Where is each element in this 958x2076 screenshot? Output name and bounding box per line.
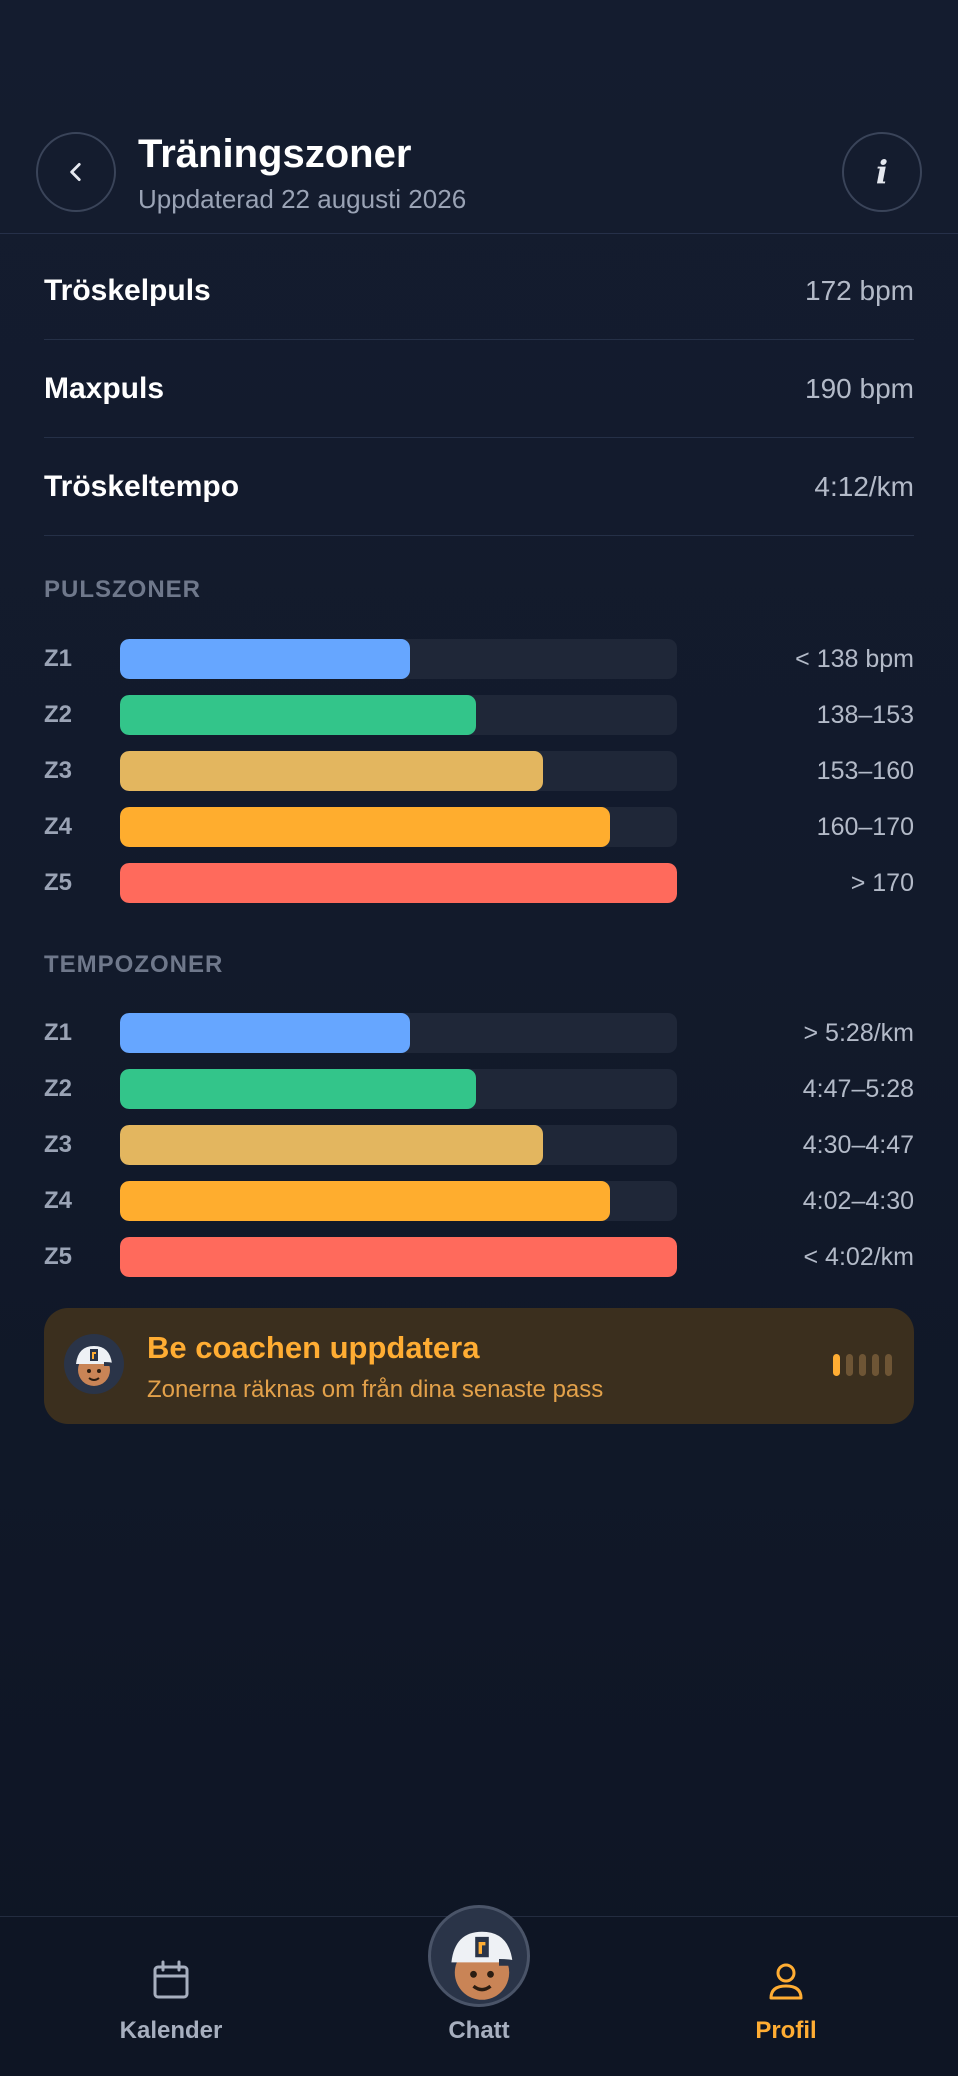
tempo-zones-list: Z1 > 5:28/km Z2 4:47–5:28 Z3 4:30–4:47 Z…	[44, 1005, 914, 1285]
loading-bars-icon	[833, 1354, 892, 1376]
stat-row-max-hr: Maxpuls 190 bpm	[44, 340, 914, 438]
zone-bar-track	[120, 807, 677, 847]
page-title: Träningszoner	[138, 132, 412, 176]
zone-bar-track	[120, 695, 677, 735]
nav-item-calendar[interactable]: Kalender	[71, 1917, 271, 2076]
stat-row-threshold-hr: Tröskelpuls 172 bpm	[44, 242, 914, 340]
chevron-left-icon	[70, 163, 81, 181]
zone-bar-fill	[120, 751, 544, 791]
nav-label-calendar: Kalender	[119, 2017, 223, 2044]
tempo-zone-row: Z5 < 4:02/km	[44, 1229, 914, 1285]
stat-value: 172 bpm	[805, 274, 914, 306]
calendar-icon	[153, 1960, 189, 1999]
coach-avatar-icon	[451, 1931, 523, 2000]
zone-bar-fill	[120, 1013, 410, 1053]
info-button[interactable]: i	[842, 132, 922, 212]
person-icon	[769, 1963, 803, 2000]
zone-label: Z4	[44, 813, 73, 840]
zone-value: > 170	[850, 868, 914, 897]
stat-value: 190 bpm	[805, 372, 914, 404]
tempo-zone-row: Z1 > 5:28/km	[44, 1005, 914, 1061]
nav-item-profile[interactable]: Profil	[686, 1917, 886, 2076]
zone-value: 138–153	[816, 700, 914, 729]
threshold-stats: Tröskelpuls 172 bpm Maxpuls 190 bpm Trös…	[44, 242, 914, 536]
zone-value: 160–170	[816, 812, 914, 841]
pulse-zones-title: PULSZONER	[44, 576, 202, 603]
zone-bar-track	[120, 863, 677, 903]
zone-label: Z2	[44, 1075, 73, 1102]
nav-item-chat[interactable]	[428, 1905, 530, 2007]
pulse-zone-row: Z3 153–160	[44, 743, 914, 799]
zone-label: Z4	[44, 1187, 73, 1214]
zone-bar-track	[120, 639, 677, 679]
pulse-zone-row: Z5 > 170	[44, 855, 914, 911]
zone-label: Z1	[44, 1019, 73, 1046]
zone-bar-fill	[120, 639, 410, 679]
pulse-zone-row: Z2 138–153	[44, 687, 914, 743]
zone-value: 4:47–5:28	[802, 1074, 914, 1103]
pulse-zone-row: Z4 160–170	[44, 799, 914, 855]
tempo-zone-row: Z3 4:30–4:47	[44, 1117, 914, 1173]
zone-bar-fill	[120, 1125, 544, 1165]
zone-bar-fill	[120, 695, 477, 735]
stat-label: Maxpuls	[44, 371, 165, 405]
zone-bar-fill	[120, 863, 677, 903]
zone-value: > 5:28/km	[803, 1018, 914, 1047]
zone-bar-fill	[120, 807, 611, 847]
zone-label: Z3	[44, 1131, 73, 1158]
zone-label: Z5	[44, 869, 73, 896]
zone-value: < 138 bpm	[795, 644, 914, 673]
stat-label: Tröskelpuls	[44, 273, 211, 307]
zone-label: Z3	[44, 757, 73, 784]
coach-avatar-icon	[64, 1334, 124, 1394]
tempo-zone-row: Z4 4:02–4:30	[44, 1173, 914, 1229]
zone-bar-track	[120, 1069, 677, 1109]
zone-value: 4:02–4:30	[802, 1186, 914, 1215]
zone-bar-track	[120, 1181, 677, 1221]
info-icon: i	[875, 153, 889, 191]
nav-label-chat[interactable]: Chatt	[448, 2017, 510, 2044]
zone-bar-track	[120, 1237, 677, 1277]
header: Träningszoner Uppdaterad 22 augusti 2026…	[0, 110, 958, 234]
coach-card-title: Be coachen uppdatera	[147, 1330, 480, 1365]
nav-label-profile: Profil	[755, 2017, 817, 2044]
zone-bar-fill	[120, 1069, 477, 1109]
zone-label: Z5	[44, 1243, 73, 1270]
pulse-zone-row: Z1 < 138 bpm	[44, 631, 914, 687]
zone-bar-fill	[120, 1237, 677, 1277]
zone-value: 153–160	[816, 756, 914, 785]
tempo-zones-title: TEMPOZONER	[44, 951, 224, 978]
zone-label: Z1	[44, 645, 73, 672]
page-subtitle: Uppdaterad 22 augusti 2026	[138, 184, 467, 214]
pulse-zones-list: Z1 < 138 bpm Z2 138–153 Z3 153–160 Z4 16…	[44, 631, 914, 911]
back-button[interactable]	[36, 132, 116, 212]
zone-bar-track	[120, 751, 677, 791]
tempo-zone-row: Z2 4:47–5:28	[44, 1061, 914, 1117]
ask-coach-update-card[interactable]: Be coachen uppdatera Zonerna räknas om f…	[44, 1308, 914, 1424]
zone-bar-track	[120, 1013, 677, 1053]
zone-value: 4:30–4:47	[802, 1130, 914, 1159]
bottom-navigation: Kalender Chatt Profil	[0, 1905, 958, 2076]
stat-label: Tröskeltempo	[44, 469, 240, 503]
zone-bar-track	[120, 1125, 677, 1165]
stat-value: 4:12/km	[814, 470, 914, 502]
zone-label: Z2	[44, 701, 73, 728]
zone-bar-fill	[120, 1181, 611, 1221]
stat-row-threshold-pace: Tröskeltempo 4:12/km	[44, 438, 914, 536]
zone-value: < 4:02/km	[803, 1242, 914, 1271]
coach-card-subtitle: Zonerna räknas om från dina senaste pass	[147, 1376, 604, 1403]
